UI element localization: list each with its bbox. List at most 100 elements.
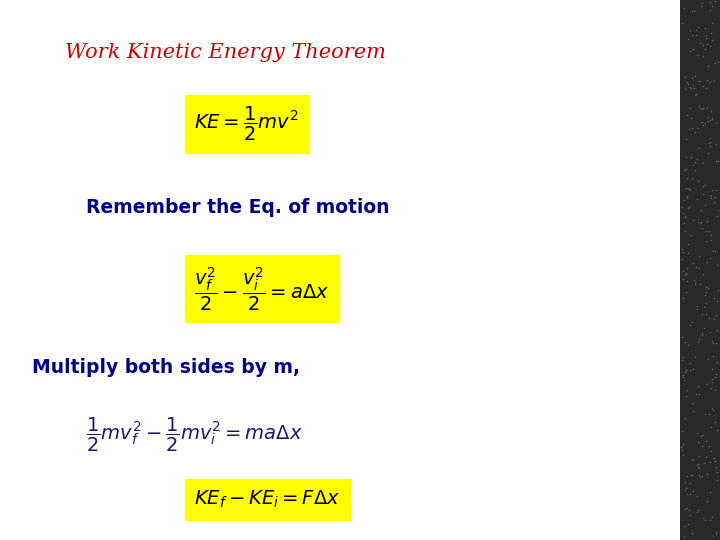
Point [699, 180, 711, 189]
Point [690, 31, 702, 39]
Point [683, 185, 695, 193]
Point [693, 23, 704, 31]
Point [686, 124, 698, 133]
Point [683, 505, 694, 514]
Point [695, 280, 706, 288]
Point [683, 204, 694, 213]
Point [696, 472, 708, 481]
Point [703, 41, 715, 50]
Point [681, 194, 693, 202]
Point [681, 490, 693, 498]
Text: Multiply both sides by m,: Multiply both sides by m, [32, 357, 300, 377]
Point [682, 519, 693, 528]
Point [689, 71, 701, 80]
Point [684, 25, 696, 34]
Point [710, 310, 720, 319]
Point [706, 337, 718, 346]
Point [695, 218, 706, 227]
Point [676, 245, 688, 253]
Point [678, 219, 689, 228]
Point [698, 104, 709, 112]
Point [685, 471, 696, 480]
Point [696, 330, 708, 339]
Point [676, 203, 688, 212]
Point [679, 522, 690, 530]
Point [685, 230, 697, 239]
Point [691, 301, 703, 310]
Point [711, 139, 720, 148]
Point [676, 332, 688, 341]
Point [676, 18, 688, 27]
Point [680, 338, 691, 346]
Point [700, 453, 711, 461]
Point [706, 378, 717, 387]
Point [703, 458, 715, 467]
Point [697, 431, 708, 440]
Point [706, 113, 718, 122]
Point [691, 195, 703, 204]
Point [680, 368, 691, 376]
Point [688, 7, 699, 16]
Point [697, 104, 708, 113]
Point [704, 192, 716, 201]
Point [682, 277, 693, 286]
Point [707, 352, 719, 360]
Point [689, 128, 701, 137]
Point [679, 271, 690, 280]
Point [696, 328, 708, 337]
Point [696, 0, 708, 8]
Point [677, 371, 688, 380]
Point [704, 516, 716, 524]
Point [676, 427, 688, 435]
Point [698, 121, 709, 130]
Point [694, 39, 706, 48]
Point [699, 291, 711, 299]
Point [693, 144, 705, 153]
Point [708, 406, 719, 414]
Point [700, 516, 711, 524]
Point [693, 389, 705, 398]
Point [680, 84, 691, 93]
Point [676, 255, 688, 264]
Point [706, 404, 718, 413]
Point [705, 6, 716, 15]
Point [687, 173, 698, 182]
Point [708, 77, 720, 85]
Point [709, 59, 720, 68]
Point [696, 442, 708, 450]
Point [692, 218, 703, 227]
Point [707, 531, 719, 540]
Point [686, 471, 698, 480]
Point [684, 366, 696, 374]
Point [694, 77, 706, 85]
Point [687, 364, 698, 373]
Point [713, 206, 720, 214]
Point [706, 384, 717, 393]
Text: Remember the Eq. of motion: Remember the Eq. of motion [86, 198, 390, 218]
Point [699, 201, 711, 210]
Point [699, 119, 711, 127]
Point [687, 259, 698, 267]
Point [680, 270, 692, 279]
Point [682, 239, 693, 248]
Point [686, 399, 698, 407]
Point [694, 103, 706, 112]
Point [699, 44, 711, 53]
Point [701, 496, 713, 505]
Point [688, 276, 700, 285]
Point [701, 84, 712, 92]
Point [682, 80, 693, 89]
Point [702, 117, 714, 125]
Point [694, 219, 706, 227]
Point [703, 442, 714, 450]
Point [701, 469, 713, 478]
Point [693, 334, 705, 343]
Point [703, 112, 714, 121]
Point [680, 135, 691, 144]
Point [689, 353, 701, 361]
Point [684, 104, 696, 113]
Point [683, 184, 694, 192]
Point [694, 451, 706, 460]
Point [684, 511, 696, 519]
Point [698, 190, 709, 198]
